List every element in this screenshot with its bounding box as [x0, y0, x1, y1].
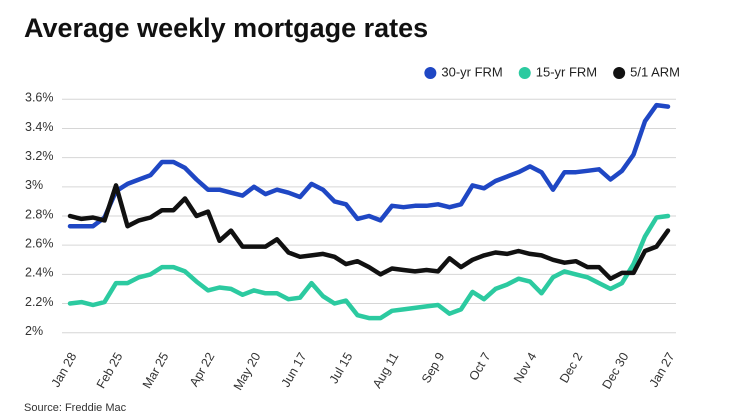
x-tick-label: Dec 2 — [557, 350, 585, 385]
series-line — [67, 183, 671, 281]
x-tick-label: Sep 9 — [419, 350, 447, 385]
x-tick-label: Mar 25 — [140, 350, 172, 391]
legend: 5/1 ARM 15-yr FRM 30-yr FRM — [424, 64, 680, 79]
x-tick-label: Feb 25 — [94, 350, 126, 391]
series-line — [67, 213, 671, 321]
y-tick-label: 2.2% — [25, 295, 54, 309]
source-note: Source: Freddie Mac — [24, 402, 127, 414]
y-tick-label: 3.4% — [25, 120, 54, 134]
x-tick-label: Aug 11 — [370, 350, 401, 391]
x-tick-label: Nov 4 — [511, 350, 539, 385]
legend-label: 15-yr FRM — [536, 64, 597, 79]
x-tick-label: Jun 17 — [279, 350, 310, 390]
y-tick-label: 2.8% — [25, 207, 54, 221]
plot-lines — [67, 102, 671, 321]
x-tick-label: Jul 15 — [327, 350, 356, 386]
legend-marker — [613, 67, 626, 79]
chart-title: Average weekly mortgage rates — [24, 13, 428, 43]
legend-label: 30-yr FRM — [441, 64, 502, 79]
x-tick-label: Oct 7 — [466, 350, 493, 383]
x-tick-label: Jan 28 — [49, 350, 80, 390]
y-tick-label: 3.6% — [25, 91, 54, 105]
y-tick-label: 2% — [25, 324, 43, 338]
y-tick-label: 3.2% — [25, 149, 54, 163]
y-tick-label: 3% — [25, 178, 43, 192]
y-tick-label: 2.6% — [25, 236, 54, 250]
legend-label: 5/1 ARM — [630, 64, 680, 79]
y-tick-label: 2.4% — [25, 266, 54, 280]
x-tick-label: May 20 — [231, 350, 264, 393]
series-line — [67, 102, 671, 229]
x-tick-label: Apr 22 — [187, 350, 218, 389]
legend-marker — [424, 67, 437, 79]
x-tick-label: Jan 27 — [647, 350, 678, 390]
legend-marker — [518, 67, 531, 79]
x-tick-label: Dec 30 — [600, 350, 632, 391]
grid: 2% 2.2% 2.4% 2.6% 2.8% 3% 3.2% 3.4% 3.6% Jan 28 Fe… — [25, 91, 677, 393]
